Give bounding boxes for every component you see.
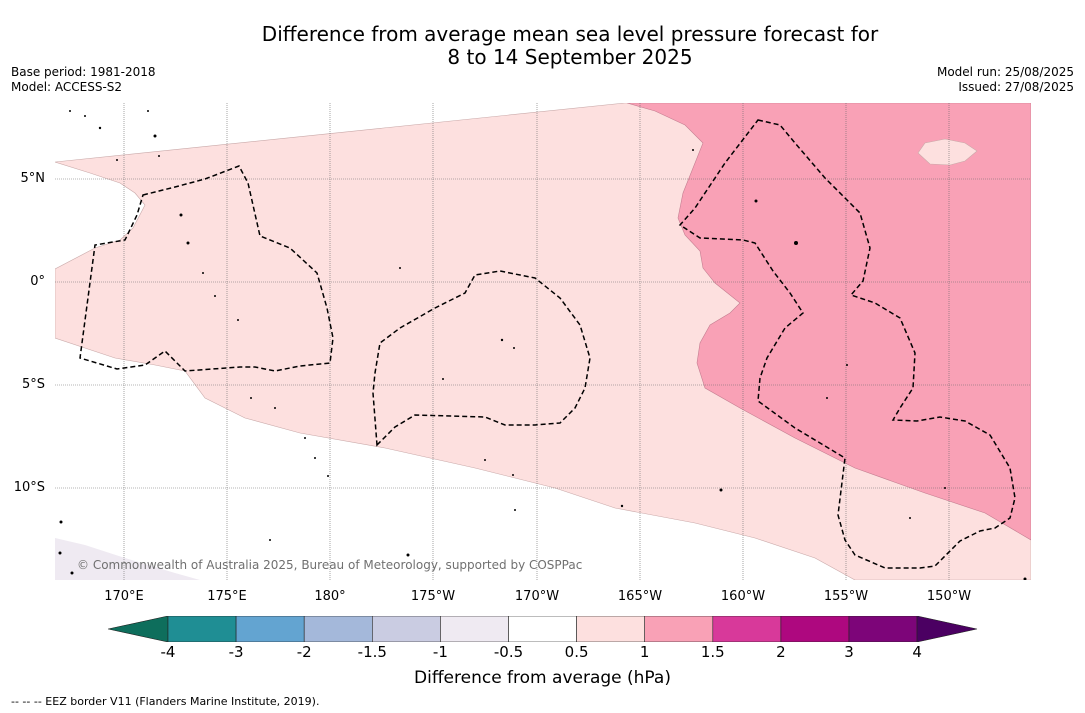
lat-label-5s: 5°S [21,377,45,392]
meta-right: Model run: 25/08/2025 Issued: 27/08/2025 [937,65,1074,95]
colorbar-tick-label: -3 [228,643,244,661]
colorbar-segments [167,615,918,643]
colorbar-tick-label: -0.5 [493,643,524,661]
eez-borders [79,119,1016,569]
eez-kiribati-gilbert [79,165,334,372]
lon-label-175e: 175°E [207,589,247,604]
colorbar-under-arrow [107,615,169,643]
colorbar-tick-label: 3 [844,643,854,661]
islands [58,110,1027,581]
colorbar-segment [576,615,646,643]
eez-phoenix [372,270,591,447]
colorbar-tick-label: -1.5 [357,643,387,661]
colorbar-segment [235,615,305,643]
meta-left: Base period: 1981-2018 Model: ACCESS-S2 [11,65,156,95]
colorbar-tick-label: 4 [912,643,922,661]
colorbar-segment [303,615,373,643]
colorbar-segment [371,615,441,643]
colorbar-segment [508,615,577,643]
colorbar-title: Difference from average (hPa) [414,668,671,688]
colorbar-segment [712,615,782,643]
lat-label-5n: 5°N [20,171,46,186]
lat-label-0: 0° [30,274,45,289]
lon-label-180: 180° [314,589,346,604]
lon-label-160w: 160°W [720,589,766,604]
pressure-anomaly-map [54,102,1032,581]
lon-label-155w: 155°W [823,589,869,604]
model-text: Model: ACCESS-S2 [11,80,123,94]
colorbar-tick-label: -2 [296,643,312,661]
colorbar-tick-label: 0.5 [564,643,589,661]
colorbar-tick-label: -1 [432,643,448,661]
colorbar-tick-label: -4 [160,643,176,661]
map-area [54,102,1032,581]
copyright-text: © Commonwealth of Australia 2025, Bureau… [77,558,583,572]
lon-label-170e: 170°E [104,589,144,604]
band-dark-pink [626,102,1032,541]
lon-label-150w: 150°W [926,589,972,604]
colorbar-tick-label: 2 [776,643,786,661]
high-anomaly-blob [917,138,978,166]
colorbar-over-arrow [916,615,978,643]
lon-label-170w: 170°W [514,589,560,604]
lon-label-175w: 175°W [410,589,456,604]
colorbar-segment [848,615,918,643]
title-line-1: Difference from average mean sea level p… [261,22,879,46]
colorbar-tick-label: 1 [639,643,650,661]
title-line-2: 8 to 14 September 2025 [447,45,693,69]
colorbar-tick-label: 1.5 [700,643,725,661]
colorbar-segment [440,615,509,643]
eez-line-islands [678,119,1016,569]
lon-label-165w: 165°W [617,589,663,604]
model-run-text: Model run: 25/08/2025 [936,65,1074,79]
colorbar-svg [107,615,978,643]
colorbar-segment [780,615,850,643]
eez-footer-note: -- -- -- EEZ border V11 (Flanders Marine… [11,695,320,708]
base-period-text: Base period: 1981-2018 [11,65,156,79]
graticule [55,103,1031,580]
lat-label-10s: 10°S [13,480,45,495]
colorbar-segment [644,615,714,643]
colorbar [107,615,978,646]
colorbar-segment [167,615,237,643]
band-lavender [55,538,200,580]
issued-text: Issued: 27/08/2025 [958,80,1074,94]
